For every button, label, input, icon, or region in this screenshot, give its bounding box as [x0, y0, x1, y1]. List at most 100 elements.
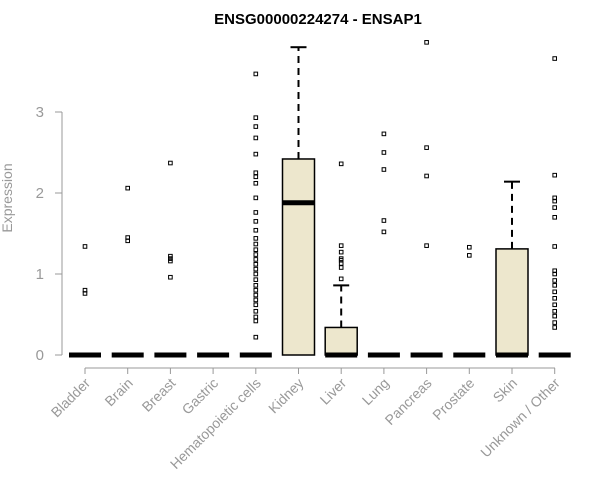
y-tick-label: 0	[36, 347, 44, 364]
outlier-point	[82, 244, 88, 249]
outlier-point	[168, 256, 173, 261]
box-group	[538, 56, 571, 358]
outlier-point	[552, 289, 558, 295]
outlier-point	[253, 236, 259, 241]
outlier-point	[253, 297, 259, 303]
outlier-point	[253, 195, 259, 201]
box-group	[495, 180, 529, 358]
outlier-point	[552, 278, 558, 283]
y-axis-label: Expression	[0, 163, 15, 232]
outlier-point	[552, 296, 558, 301]
outlier-point	[253, 318, 259, 324]
x-tick-label: Gastric	[179, 375, 222, 418]
x-tick-label: Skin	[490, 375, 521, 406]
box-group	[367, 131, 400, 358]
outlier-point	[168, 253, 173, 259]
box-group	[281, 46, 316, 356]
x-tick-label: Breast	[139, 375, 179, 415]
boxes	[69, 40, 571, 358]
outlier-point	[253, 219, 259, 224]
outlier-point	[552, 205, 558, 210]
outlier-point	[338, 161, 344, 167]
outlier-point	[381, 150, 387, 155]
outlier-point	[253, 71, 259, 77]
outlier-point	[168, 274, 173, 280]
outlier-point	[552, 244, 558, 249]
outlier-point	[381, 131, 387, 137]
outlier-point	[253, 227, 259, 233]
x-tick-label: Pancreas	[382, 375, 435, 428]
outlier-point	[552, 313, 558, 319]
outlier-point	[253, 210, 259, 215]
x-tick-label: Bladder	[48, 375, 94, 421]
box-group	[324, 161, 358, 358]
outlier-point	[253, 151, 259, 157]
x-tick-label: Brain	[101, 375, 135, 409]
outlier-point	[338, 265, 344, 270]
outlier-point	[82, 287, 88, 293]
box-group	[154, 160, 187, 358]
outlier-point	[253, 135, 259, 141]
outlier-point	[125, 235, 131, 240]
box-group	[239, 71, 272, 358]
outlier-point	[253, 308, 259, 314]
outlier-point	[381, 218, 387, 223]
y-tick-label: 3	[36, 104, 44, 121]
outlier-point	[552, 195, 558, 201]
chart-title: ENSG00000224274 - ENSAP1	[214, 11, 422, 28]
outlier-point	[253, 334, 259, 340]
outlier-point	[552, 172, 558, 178]
x-tick-label: Unknown / Other	[477, 375, 563, 461]
outlier-point	[338, 243, 344, 248]
outlier-point	[552, 325, 558, 330]
outlier-point	[253, 277, 259, 282]
y-tick-label: 2	[36, 185, 44, 202]
outlier-point	[253, 287, 259, 293]
outlier-point	[424, 40, 429, 45]
outlier-point	[552, 308, 558, 314]
outlier-point	[253, 314, 259, 320]
outlier-point	[253, 115, 259, 120]
outlier-point	[125, 185, 131, 191]
outlier-point	[253, 170, 259, 176]
outlier-point	[552, 283, 558, 288]
outlier-point	[424, 243, 429, 248]
outlier-point	[552, 320, 558, 325]
outlier-point	[381, 229, 387, 235]
outlier-point	[253, 174, 259, 180]
outlier-point	[552, 215, 558, 220]
y-ticks: 0 1 2 3	[36, 104, 62, 364]
outlier-point	[424, 173, 429, 179]
outlier-point	[253, 252, 259, 257]
box-group	[410, 40, 443, 358]
outlier-point	[253, 261, 259, 267]
box-group	[111, 185, 144, 358]
outlier-point	[253, 292, 259, 298]
outlier-point	[424, 145, 429, 150]
x-tick-label: Kidney	[265, 375, 307, 417]
x-tick-label: Prostate	[429, 375, 477, 423]
outlier-point	[168, 258, 173, 264]
outlier-point	[552, 56, 558, 61]
outlier-point	[253, 257, 259, 262]
outlier-point	[253, 266, 259, 272]
outlier-point	[253, 247, 259, 252]
box	[324, 326, 358, 356]
x-tick-label: Lung	[359, 375, 392, 408]
outlier-point	[253, 283, 259, 288]
outlier-point	[338, 249, 344, 255]
x-tick-label: Liver	[317, 375, 350, 408]
box	[281, 158, 316, 356]
outlier-point	[253, 124, 259, 129]
outlier-point	[467, 244, 472, 250]
outlier-point	[253, 271, 259, 277]
outlier-point	[381, 167, 387, 172]
box	[495, 248, 529, 356]
box-group	[69, 244, 101, 358]
outlier-point	[552, 302, 558, 308]
outlier-point	[253, 180, 259, 186]
outlier-point	[552, 268, 558, 274]
outlier-point	[338, 276, 344, 282]
